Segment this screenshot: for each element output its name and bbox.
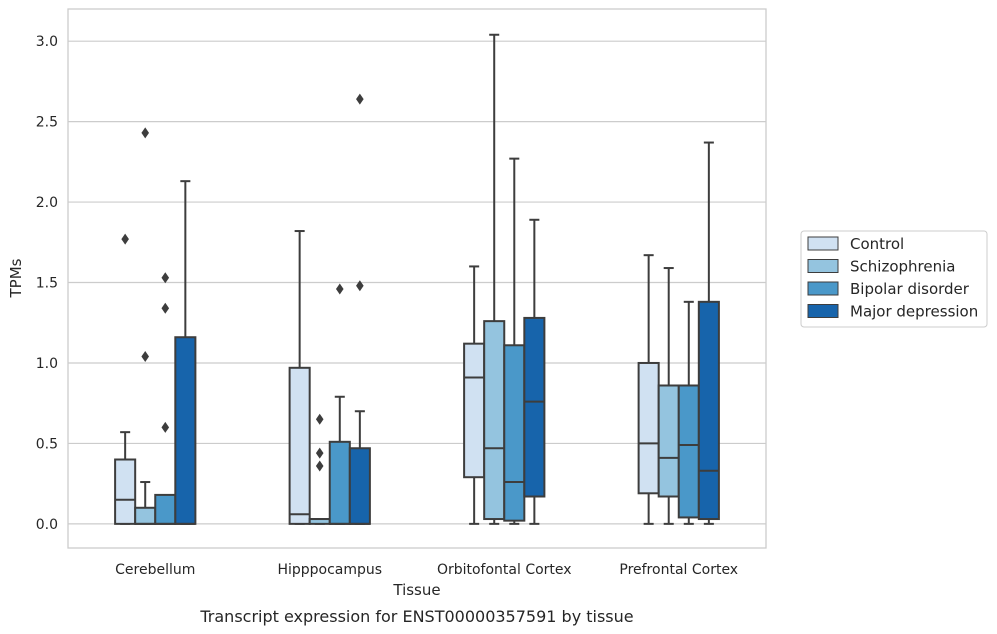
box-group (463, 265, 486, 525)
box (174, 336, 197, 525)
plot-area-frame (67, 8, 767, 549)
box-group (288, 230, 311, 525)
box-group (483, 33, 506, 525)
legend-swatch (807, 304, 839, 318)
box-group (328, 283, 351, 525)
y-axis-title: TPMs (7, 258, 25, 298)
x-axis-ticks: Cerebellum Hipppocampus Orbitofontal Corte… (115, 562, 738, 578)
legend-label: Major depression (850, 303, 978, 321)
x-tick-label: Cerebellum (115, 562, 195, 578)
outlier-point (335, 283, 344, 295)
outlier-point (315, 413, 324, 425)
y-tick-label: 2.5 (36, 115, 58, 131)
box (463, 342, 486, 479)
box (677, 384, 700, 519)
y-tick-label: 0.5 (36, 436, 58, 452)
outlier-point (121, 233, 129, 245)
box (134, 506, 157, 525)
box-group (677, 300, 700, 525)
legend-label: Control (850, 235, 904, 253)
box (483, 320, 506, 521)
y-tick-label: 2.0 (36, 195, 58, 211)
y-tick-label: 1.0 (36, 356, 58, 372)
outlier-point (356, 93, 364, 105)
outlier-point (315, 447, 324, 459)
y-axis-ticks: 0.0 0.5 1.0 1.5 2.0 2.5 3.0 (36, 34, 58, 533)
box (154, 493, 177, 525)
box-group (503, 157, 526, 525)
legend-swatch (807, 259, 839, 273)
box-group (154, 272, 177, 525)
box-group (697, 141, 720, 525)
box-group (657, 267, 680, 525)
outlier-point (356, 280, 364, 292)
box (328, 440, 351, 525)
x-tick-label: Prefrontal Cortex (619, 562, 738, 578)
box-plots (114, 33, 720, 525)
x-tick-label: Orbitofontal Cortex (437, 562, 572, 578)
y-tick-label: 3.0 (36, 34, 58, 50)
box (657, 384, 680, 498)
box (523, 316, 546, 498)
legend-swatch (807, 236, 839, 251)
outlier-point (161, 421, 170, 433)
box-group (637, 254, 660, 525)
legend-label: Bipolar disorder (850, 280, 970, 298)
legend: Control Schizophrenia Bipolar disorder Majo… (800, 230, 988, 328)
y-tick-label: 1.5 (36, 276, 58, 292)
box (637, 361, 660, 495)
legend-frame (800, 230, 988, 328)
legend-label: Schizophrenia (850, 258, 955, 276)
box-group (174, 180, 197, 525)
box (348, 447, 371, 525)
outlier-point (315, 460, 324, 472)
outlier-point (161, 272, 170, 284)
box-group (348, 93, 371, 525)
legend-swatch (807, 281, 839, 296)
box-group (134, 127, 157, 525)
box (697, 300, 720, 521)
box-group (308, 413, 331, 525)
y-tick-label: 0.0 (36, 517, 58, 533)
outlier-point (161, 302, 170, 314)
chart-caption: Transcript expression for ENST0000035759… (199, 607, 633, 626)
box (114, 458, 137, 525)
box (288, 366, 311, 525)
box (503, 344, 526, 522)
outlier-point (141, 351, 150, 363)
outlier-point (141, 127, 150, 139)
x-axis-title: Tissue (392, 581, 440, 599)
x-tick-label: Hipppocampus (277, 562, 382, 578)
box-group (114, 233, 137, 525)
box-group (523, 218, 546, 525)
